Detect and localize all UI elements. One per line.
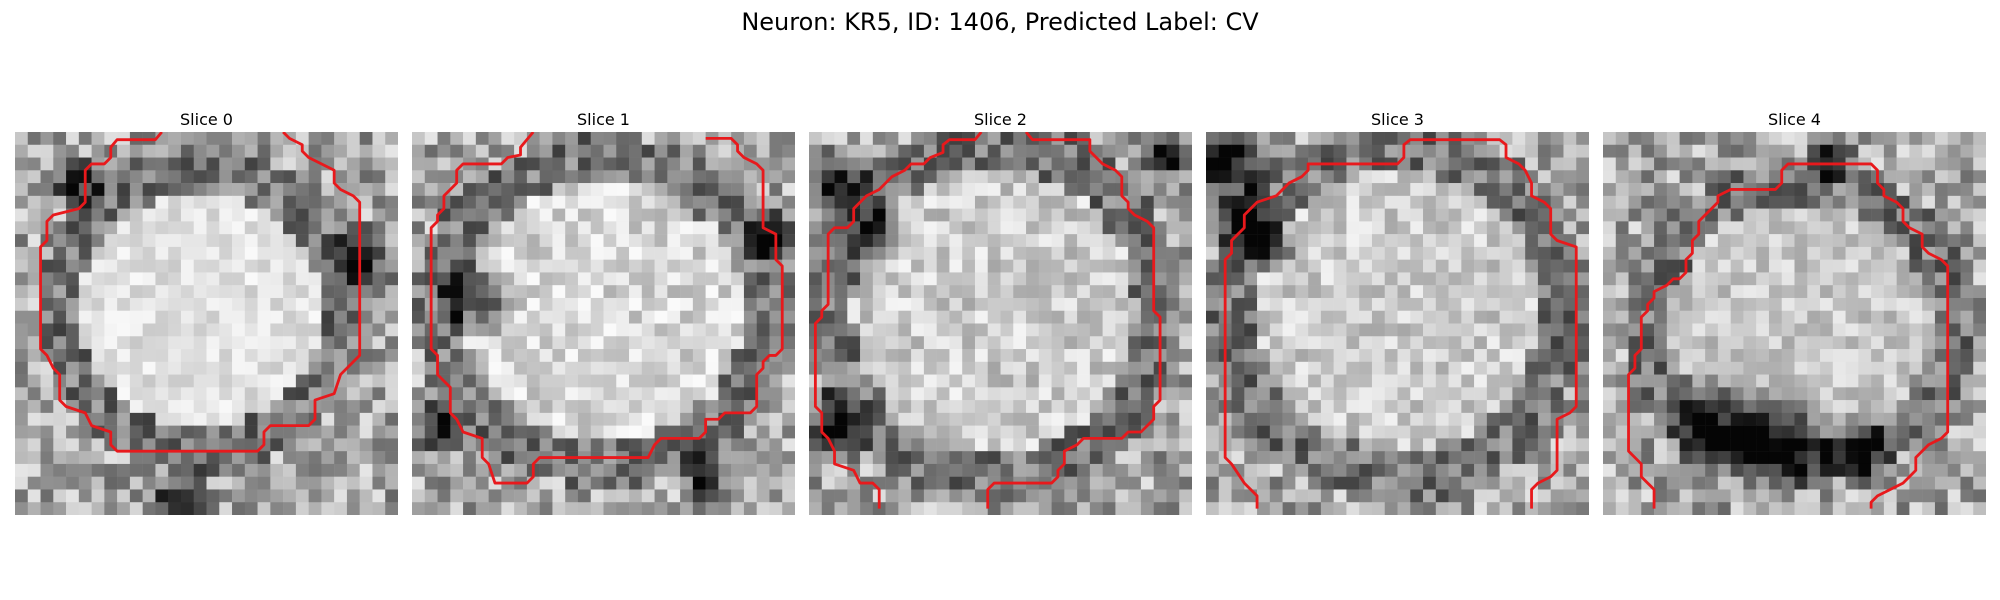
slice-panel-1: Slice 1 (412, 108, 795, 515)
slice-title: Slice 4 (1768, 110, 1821, 129)
slice-title: Slice 3 (1371, 110, 1424, 129)
segmentation-contour (986, 132, 1162, 509)
segmentation-contour (429, 132, 784, 485)
segmentation-contour (813, 132, 983, 509)
slice-image-1 (412, 132, 795, 515)
slice-title: Slice 2 (974, 110, 1027, 129)
slice-panel-2: Slice 2 (809, 108, 1192, 515)
slice-title: Slice 1 (577, 110, 630, 129)
slice-image-3 (1206, 132, 1589, 515)
slice-title: Slice 0 (180, 110, 233, 129)
figure-title: Neuron: KR5, ID: 1406, Predicted Label: … (741, 8, 1259, 36)
slice-panel-0: Slice 0 (15, 108, 398, 515)
slice-panel-3: Slice 3 (1206, 108, 1589, 515)
segmentation-contour (39, 132, 362, 453)
slice-image-0 (15, 132, 398, 515)
slice-image-2 (809, 132, 1192, 515)
segmentation-contour (1627, 162, 1950, 509)
segmentation-contour (1223, 138, 1578, 509)
slice-panel-4: Slice 4 (1603, 108, 1986, 515)
slice-image-4 (1603, 132, 1986, 515)
